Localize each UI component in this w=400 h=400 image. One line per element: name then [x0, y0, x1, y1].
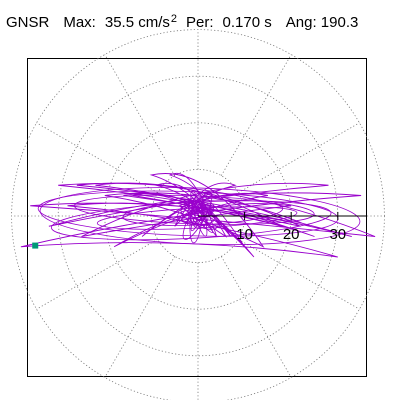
orbit-trace: [20, 172, 376, 258]
grid-spoke-30: [238, 122, 360, 194]
grid-spoke-150: [36, 122, 158, 194]
station-code: GNSR: [6, 14, 50, 31]
grid-spoke-210: [36, 238, 158, 310]
grid-spoke-300: [220, 256, 292, 378]
period-label: Per:: [186, 14, 214, 31]
orbit-wide-loop: [122, 199, 284, 226]
angle-value: 190.3: [320, 14, 359, 31]
orbit-wide-loop: [39, 187, 361, 246]
plot-frame: [27, 58, 367, 377]
orbit-wide-loop: [51, 200, 332, 241]
max-unit: cm/s: [138, 14, 170, 31]
grid-spoke-60: [220, 54, 292, 176]
grid-spoke-330: [238, 238, 360, 310]
axis-tick-label-10: 10: [236, 226, 253, 243]
angle-label: Ang:: [285, 14, 317, 31]
period-value: 0.170: [222, 14, 261, 31]
orbit-wide-loop: [73, 194, 315, 225]
orbit-core-loop: [189, 192, 204, 244]
max-value: 35.5: [104, 14, 135, 31]
peak-marker: [32, 242, 39, 249]
grid-spoke-120: [104, 54, 176, 176]
axis-tick-label-20: 20: [283, 226, 300, 243]
orbit-core-loop: [180, 206, 215, 223]
max-label: Max:: [63, 14, 96, 31]
period-unit: s: [264, 14, 272, 31]
max-unit-exponent: 2: [170, 13, 178, 25]
orbit-core-loop: [183, 198, 214, 234]
peak-marker-group: [32, 242, 39, 249]
orbit-wide-loop: [96, 206, 298, 230]
axis-tick-label-30: 30: [329, 226, 346, 243]
orbit-path: [20, 172, 376, 258]
radial-axis: 10 20 30: [198, 212, 367, 243]
plot-header: GNSR Max: 35.5 cm/s2 Per: 0.170 s Ang: 190.3: [6, 13, 359, 33]
grid-spoke-240: [104, 256, 176, 378]
